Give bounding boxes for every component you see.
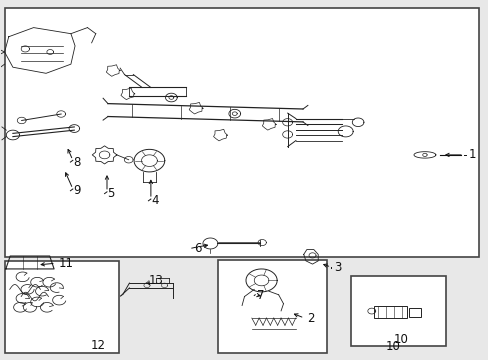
Bar [408, 307, 421, 316]
Text: 2: 2 [306, 311, 314, 325]
Text: 1: 1 [468, 148, 475, 161]
Text: 12: 12 [91, 339, 106, 352]
Text: 10: 10 [385, 339, 400, 352]
Text: 8: 8 [73, 156, 80, 168]
Bar [4, 261, 119, 353]
Text: 9: 9 [73, 184, 80, 197]
Bar [217, 260, 327, 353]
Text: 13: 13 [148, 274, 163, 287]
Text: 11: 11 [58, 257, 73, 270]
Bar [4, 8, 478, 257]
Text: 7: 7 [256, 289, 264, 302]
Text: 4: 4 [151, 194, 158, 207]
Text: 6: 6 [194, 242, 202, 255]
Text: 3: 3 [333, 261, 341, 274]
Text: 5: 5 [107, 187, 114, 200]
Bar [350, 276, 445, 346]
Bar [373, 306, 406, 318]
Text: 10: 10 [392, 333, 407, 346]
